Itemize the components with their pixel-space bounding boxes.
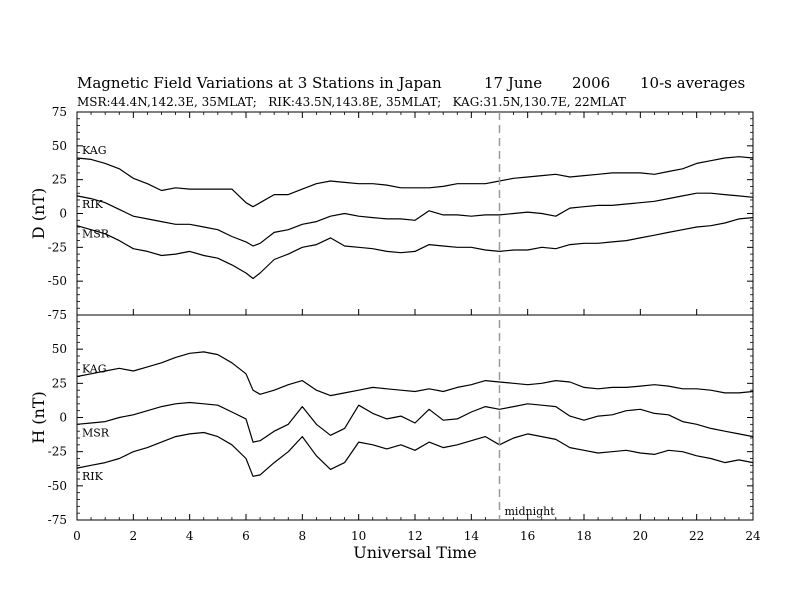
series-line-rik [76,192,754,247]
x-tick-label: 0 [73,529,81,543]
y-tick-label: 25 [52,376,67,390]
x-tick-label: 24 [745,529,761,543]
y-tick-label: 75 [52,105,67,119]
series-line-kag [76,156,754,208]
series-label-msr: MSR [82,426,110,439]
chart-year: 2006 [572,74,610,92]
series-label-kag: KAG [82,144,107,157]
x-tick-label: 20 [633,529,648,543]
y-tick-label: 0 [59,207,67,221]
x-axis-label: Universal Time [353,543,476,562]
chart-title: Magnetic Field Variations at 3 Stations … [77,74,442,92]
x-tick-label: 6 [242,529,250,543]
x-tick-label: 18 [576,529,591,543]
series-line-msr [76,217,754,280]
panel-h-frame [76,314,754,521]
y-tick-label: 50 [52,342,67,356]
y-tick-label: -75 [48,308,67,322]
panel-d-frame [76,111,754,316]
y-axis-label-d: D (nT) [29,188,48,239]
x-tick-label: 10 [351,529,366,543]
y-tick-label: -50 [48,479,67,493]
x-tick-label: 4 [186,529,194,543]
series-label-kag: KAG [82,363,107,376]
series-line-msr [76,401,754,443]
y-tick-label: 0 [59,411,67,425]
y-tick-label: -50 [48,274,67,288]
x-tick-label: 8 [299,529,307,543]
series-line-rik [76,431,754,477]
chart-date: 17 June [484,74,542,92]
x-tick-label: 16 [520,529,535,543]
y-axis-label-h: H (nT) [29,391,48,444]
x-tick-label: 12 [407,529,422,543]
chart-averaging: 10-s averages [640,74,745,92]
y-tick-label: 25 [52,173,67,187]
midnight-marker-label: midnight [505,505,556,518]
y-tick-label: -75 [48,513,67,527]
chart-subtitle: MSR:44.4N,142.3E, 35MLAT; RIK:43.5N,143.… [77,95,626,109]
series-line-kag [76,351,754,397]
y-tick-label: 50 [52,139,67,153]
y-tick-label: -25 [48,445,67,459]
x-tick-label: 22 [689,529,704,543]
series-label-msr: MSR [82,228,110,241]
y-tick-label: -25 [48,240,67,254]
series-label-rik: RIK [82,198,104,211]
x-tick-label: 2 [130,529,138,543]
x-tick-label: 14 [464,529,480,543]
series-label-rik: RIK [82,470,104,483]
